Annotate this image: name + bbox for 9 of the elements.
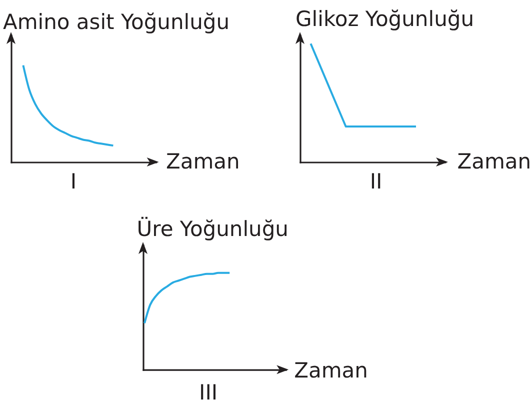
text: II — [370, 169, 382, 194]
x-axis-title: Zaman — [294, 358, 368, 382]
text: I — [70, 169, 76, 193]
x-axis-title: Zaman — [457, 149, 531, 174]
y-axis-title: Üre Yoğunluğu — [136, 215, 288, 240]
y-axis-title: Amino asit Yoğunluğu — [2, 10, 229, 34]
x-axis-title: Zaman — [166, 149, 240, 174]
text: III — [198, 380, 218, 403]
y-axis-title: Glikoz Yoğunluğu — [296, 6, 474, 31]
